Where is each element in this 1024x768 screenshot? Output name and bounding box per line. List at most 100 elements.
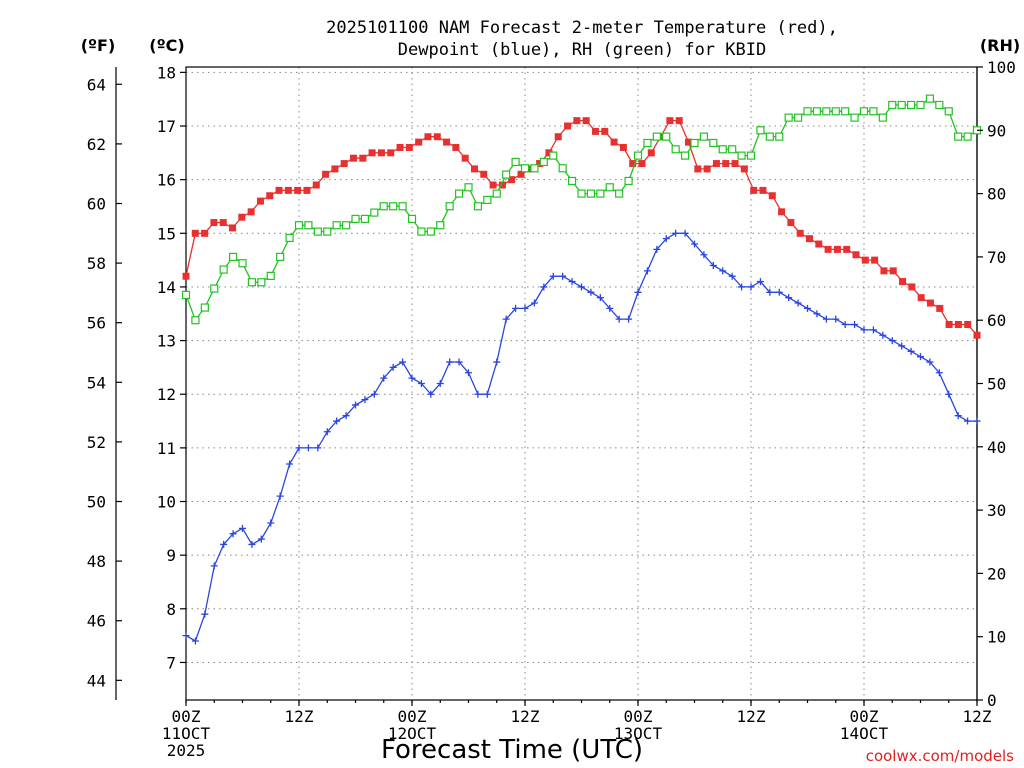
dewpoint-point: [860, 326, 868, 334]
dewpoint-point: [700, 251, 708, 259]
temperature-point: [787, 219, 795, 227]
dewpoint-point: [474, 390, 482, 398]
rh-point: [859, 107, 869, 116]
temperature-point: [880, 267, 888, 275]
dewpoint-point: [606, 304, 614, 312]
dewpoint-point: [427, 390, 435, 398]
rh-point: [652, 132, 661, 141]
rh-point: [445, 202, 454, 211]
dewpoint-point: [512, 304, 520, 312]
dewpoint-point: [295, 444, 303, 452]
f-tick-label: 60: [87, 194, 106, 213]
rh-point: [426, 227, 435, 236]
ticks-layer: 7 8 9 10 11 12 13 14 15 16 17 18 44 46 48 50 52 54 56 58 60 6…: [87, 58, 1016, 760]
rh-point: [549, 151, 558, 160]
temperature-point: [312, 181, 320, 189]
x-tick-label: 13OCT: [614, 724, 663, 743]
temperature-point: [833, 245, 841, 253]
dewpoint-point: [964, 417, 972, 425]
rh-tick-label: 70: [987, 248, 1006, 267]
dewpoint-point: [257, 535, 265, 543]
temperature-point: [238, 213, 246, 221]
temperature-point: [508, 176, 516, 184]
dewpoint-point: [304, 444, 312, 452]
temperature-point: [545, 149, 553, 157]
temperature-point: [610, 138, 618, 146]
rh-point: [709, 138, 718, 148]
rh-point: [492, 189, 501, 198]
f-tick-label: 58: [87, 254, 106, 273]
dewpoint-point: [408, 374, 416, 382]
dewpoint-point: [389, 363, 397, 371]
c-tick-label: 18: [157, 63, 176, 82]
temperature-point: [377, 149, 385, 157]
temperature-point: [517, 170, 525, 178]
rh-point: [191, 316, 200, 325]
dewpoint-point: [578, 283, 585, 291]
dewpoint-point: [879, 331, 887, 339]
rh-point: [200, 303, 209, 312]
dewpoint-point: [917, 353, 924, 361]
rh-point: [869, 107, 878, 116]
temperature-point: [303, 186, 311, 194]
c-tick-label: 12: [157, 385, 176, 404]
rh-point: [944, 107, 953, 116]
rh-point: [690, 138, 699, 148]
x-tick-label: 12Z: [511, 707, 540, 726]
rh-point: [596, 189, 605, 198]
dewpoint-point: [804, 304, 811, 312]
temperature-point: [350, 154, 358, 162]
dewpoint-point: [643, 267, 651, 275]
c-tick-label: 11: [157, 439, 176, 458]
temperature-point: [536, 160, 544, 168]
x-tick-label: 12Z: [285, 707, 314, 726]
temperature-point: [219, 219, 227, 227]
x-tick-label: 12Z: [737, 707, 766, 726]
rh-point: [530, 164, 539, 173]
dewpoint-point: [323, 428, 331, 436]
rh-point: [963, 132, 972, 141]
f-tick-label: 54: [87, 373, 106, 392]
rh-point: [586, 189, 596, 198]
rh-point: [850, 113, 859, 122]
rh-point: [502, 170, 511, 179]
temperature-point: [629, 160, 637, 168]
dewpoint-point: [954, 412, 962, 420]
rh-point: [775, 132, 784, 141]
dewpoint-point: [248, 540, 256, 548]
dewpoint-point: [738, 283, 746, 291]
temperature-point: [954, 320, 962, 328]
dewpoint-point: [869, 326, 877, 334]
rh-point: [370, 208, 379, 217]
temperature-point: [926, 299, 934, 307]
rh-point: [878, 113, 887, 122]
rh-tick-label: 40: [987, 438, 1006, 457]
temperature-point: [359, 154, 367, 162]
f-tick-label: 52: [87, 433, 106, 452]
rh-point: [360, 214, 370, 224]
temperature-point: [871, 256, 879, 264]
dewpoint-point: [276, 492, 284, 500]
dewpoint-point: [634, 288, 642, 296]
dewpoint-point: [926, 358, 934, 366]
rh-point: [351, 214, 360, 224]
dewpoint-point: [191, 637, 199, 645]
dewpoint-point: [775, 288, 783, 296]
rh-tick-label: 80: [987, 185, 1006, 204]
x-tick-label: 12Z: [963, 707, 992, 726]
dewpoint-point: [559, 272, 567, 280]
dewpoint-point: [530, 299, 538, 307]
rh-point: [916, 100, 925, 110]
c-tick-label: 17: [157, 117, 176, 136]
rh-point: [238, 259, 247, 268]
temperature-point: [461, 154, 469, 162]
temperature-point: [945, 320, 953, 328]
rh-point: [210, 284, 219, 293]
rh-point: [539, 157, 548, 167]
rh-tick-label: 60: [987, 311, 1006, 330]
rh-point: [605, 183, 614, 192]
c-tick-label: 14: [157, 278, 176, 297]
rh-point: [558, 164, 567, 173]
temperature-point: [899, 278, 907, 286]
rh-point: [888, 100, 897, 110]
